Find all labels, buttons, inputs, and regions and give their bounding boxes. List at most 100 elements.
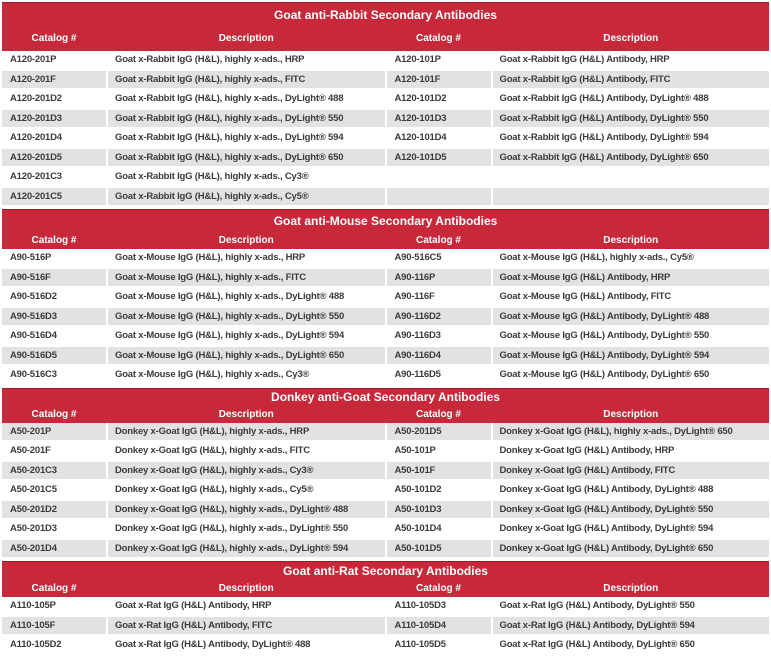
description-cell: Donkey x-Goat IgG (H&L), highly x-ads., …: [108, 539, 385, 557]
catalog-number-cell: A120-101D4: [394, 132, 447, 143]
catalog-number-cell: A50-201D5: [386, 422, 491, 440]
catalog-number-cell: A90-516D5: [2, 346, 106, 364]
catalog-number-cell: A50-201D4: [2, 539, 106, 557]
description-cell: Goat x-Mouse IgG (H&L) Antibody, HRP: [492, 268, 769, 286]
description-cell: Donkey x-Goat IgG (H&L) Antibody, DyLigh…: [492, 539, 769, 557]
column-header-catalog: Catalog #: [415, 583, 461, 594]
catalog-number-cell: A50-201F: [10, 445, 51, 456]
description-cell: Goat x-Mouse IgG (H&L), highly x-ads., H…: [115, 252, 306, 263]
description-cell: Goat x-Rat IgG (H&L) Antibody, DyLight® …: [492, 616, 769, 634]
catalog-number-cell: A50-201D3: [10, 523, 57, 534]
table-row: A120-201F Goat x-Rabbit IgG (H&L), highly…: [2, 70, 769, 91]
description-cell: Goat x-Rabbit IgG (H&L), highly x-ads., …: [115, 132, 344, 143]
catalog-number-cell: A120-201C5: [2, 187, 106, 205]
catalog-number-cell: A120-201C3: [10, 171, 62, 182]
section-title: Goat anti-Rabbit Secondary Antibodies: [274, 7, 497, 22]
catalog-number-cell: A90-116D2: [386, 307, 491, 325]
catalog-number-cell: A120-201D2: [10, 93, 62, 104]
table-header-row: Catalog # Description Catalog # Description: [2, 580, 769, 597]
table-row: A90-516D3 Goat x-Mouse IgG (H&L), highly …: [2, 307, 769, 328]
column-header-description: Description: [603, 583, 659, 594]
catalog-number-cell: A90-116F: [394, 291, 435, 302]
description-cell: Goat x-Mouse IgG (H&L), highly x-ads., C…: [499, 252, 694, 263]
description-cell: Goat x-Rat IgG (H&L) Antibody, HRP: [115, 600, 272, 611]
section-goat-anti-rabbit-secondary-antibodies: Goat anti-Rabbit Secondary Antibodies Cat…: [2, 2, 769, 207]
catalog-number-cell: A50-101F: [386, 461, 491, 479]
section-title: Goat anti-Rat Secondary Antibodies: [283, 564, 488, 578]
table-row: A50-201D2 Donkey x-Goat IgG (H&L), highly…: [2, 500, 769, 521]
description-cell: Goat x-Mouse IgG (H&L), highly x-ads., D…: [115, 330, 345, 341]
table-row: A50-201D3 Donkey x-Goat IgG (H&L), highly…: [2, 520, 769, 540]
description-cell: Goat x-Rat IgG (H&L) Antibody, DyLight® …: [115, 639, 311, 650]
table-row: A50-201C3 Donkey x-Goat IgG (H&L), highly…: [2, 461, 769, 482]
description-cell: Goat x-Rabbit IgG (H&L) Antibody, DyLigh…: [492, 148, 769, 166]
description-cell: Goat x-Mouse IgG (H&L), highly x-ads., D…: [108, 346, 385, 364]
table-row: A90-516D5 Goat x-Mouse IgG (H&L), highly …: [2, 346, 769, 367]
table-row: A110-105F Goat x-Rat IgG (H&L) Antibody, …: [2, 616, 769, 637]
description-cell: Goat x-Mouse IgG (H&L), highly x-ads., D…: [115, 291, 345, 302]
table-row: A90-516D2 Goat x-Mouse IgG (H&L), highly …: [2, 288, 769, 308]
description-cell: Goat x-Mouse IgG (H&L) Antibody, DyLight…: [492, 307, 769, 325]
table-row: A50-201P Donkey x-Goat IgG (H&L), highly …: [2, 422, 769, 443]
catalog-number-cell: A90-516D3: [2, 307, 106, 325]
catalog-number-cell: A90-116D3: [394, 330, 441, 341]
description-cell: Donkey x-Goat IgG (H&L) Antibody, DyLigh…: [499, 484, 714, 495]
catalog-number-cell: A90-116D4: [386, 346, 491, 364]
section-title-bar: Donkey anti-Goat Secondary Antibodies: [2, 387, 769, 406]
table-row: A50-201D4 Donkey x-Goat IgG (H&L), highly…: [2, 539, 769, 560]
catalog-number-cell: A120-201D5: [2, 148, 106, 166]
table-row: A90-516C3 Goat x-Mouse IgG (H&L), highly …: [2, 366, 769, 386]
description-cell: Goat x-Rat IgG (H&L) Antibody, DyLight® …: [499, 600, 695, 611]
catalog-number-cell: A50-101P: [394, 445, 436, 456]
description-cell: Goat x-Rabbit IgG (H&L) Antibody, FITC: [492, 70, 769, 88]
description-cell: Goat x-Rabbit IgG (H&L), highly x-ads., …: [115, 171, 309, 182]
table-row: A90-516F Goat x-Mouse IgG (H&L), highly x…: [2, 268, 769, 289]
description-cell: Goat x-Rabbit IgG (H&L) Antibody, DyLigh…: [499, 93, 709, 104]
description-cell: Goat x-Rat IgG (H&L) Antibody, DyLight® …: [499, 639, 695, 650]
description-cell: [492, 187, 769, 205]
description-cell: [493, 168, 770, 186]
column-header-description: Description: [218, 583, 274, 594]
catalog-number-cell: A90-516F: [2, 268, 106, 286]
description-cell: Goat x-Rabbit IgG (H&L) Antibody, HRP: [499, 54, 670, 65]
description-cell: Goat x-Rabbit IgG (H&L) Antibody, DyLigh…: [499, 132, 709, 143]
catalog-number-cell: A110-105D3: [394, 600, 447, 611]
description-cell: Goat x-Mouse IgG (H&L) Antibody, DyLight…: [499, 330, 710, 341]
catalog-number-cell: A50-201D2: [2, 500, 106, 518]
catalog-number-cell: A90-516P: [10, 252, 52, 263]
catalog-number-cell: A90-516D2: [10, 291, 57, 302]
catalog-number-cell: [386, 187, 491, 205]
catalog-number-cell: A90-516D4: [10, 330, 57, 341]
description-cell: Donkey x-Goat IgG (H&L), highly x-ads., …: [108, 422, 385, 440]
catalog-number-cell: A50-101D4: [394, 523, 442, 534]
catalog-number-cell: A120-201F: [2, 70, 106, 88]
column-header-description: Description: [218, 234, 274, 246]
table-row: A120-201D4 Goat x-Rabbit IgG (H&L), highl…: [2, 129, 769, 149]
column-header-catalog: Catalog #: [31, 583, 77, 594]
catalog-number-cell: A110-105F: [2, 616, 106, 634]
description-cell: Goat x-Rabbit IgG (H&L), highly x-ads., …: [108, 148, 385, 166]
catalog-number-cell: A120-101D2: [394, 93, 447, 104]
section-title-bar: Goat anti-Rabbit Secondary Antibodies: [2, 2, 769, 26]
table-row: A50-201C5 Donkey x-Goat IgG (H&L), highly…: [2, 481, 769, 501]
catalog-number-cell: A110-105D4: [386, 616, 491, 634]
column-header-description: Description: [603, 33, 659, 44]
description-cell: Goat x-Mouse IgG (H&L), highly x-ads., F…: [108, 268, 385, 286]
description-cell: Donkey x-Goat IgG (H&L), highly x-ads., …: [108, 461, 385, 479]
section-goat-anti-rat-secondary-antibodies: Goat anti-Rat Secondary Antibodies Catalo…: [2, 561, 769, 656]
column-header-catalog: Catalog #: [31, 33, 77, 44]
catalog-number-cell: A90-516C5: [394, 252, 442, 263]
table-header-row: Catalog # Description Catalog # Description: [2, 26, 769, 51]
section-title-bar: Goat anti-Mouse Secondary Antibodies: [2, 209, 769, 231]
catalog-number-cell: A50-201C3: [2, 461, 106, 479]
catalog-number-cell: A120-101F: [386, 70, 491, 88]
description-cell: Donkey x-Goat IgG (H&L) Antibody, HRP: [499, 445, 675, 456]
description-cell: Donkey x-Goat IgG (H&L), highly x-ads., …: [492, 422, 769, 440]
table-row: A120-201D3 Goat x-Rabbit IgG (H&L), highl…: [2, 109, 769, 130]
section-title: Donkey anti-Goat Secondary Antibodies: [271, 390, 500, 404]
description-cell: Goat x-Rabbit IgG (H&L), highly x-ads., …: [108, 187, 385, 205]
column-header-catalog: Catalog #: [415, 33, 461, 44]
description-cell: Goat x-Mouse IgG (H&L) Antibody, DyLight…: [499, 369, 710, 380]
table-header-row: Catalog # Description Catalog # Description: [2, 231, 769, 249]
